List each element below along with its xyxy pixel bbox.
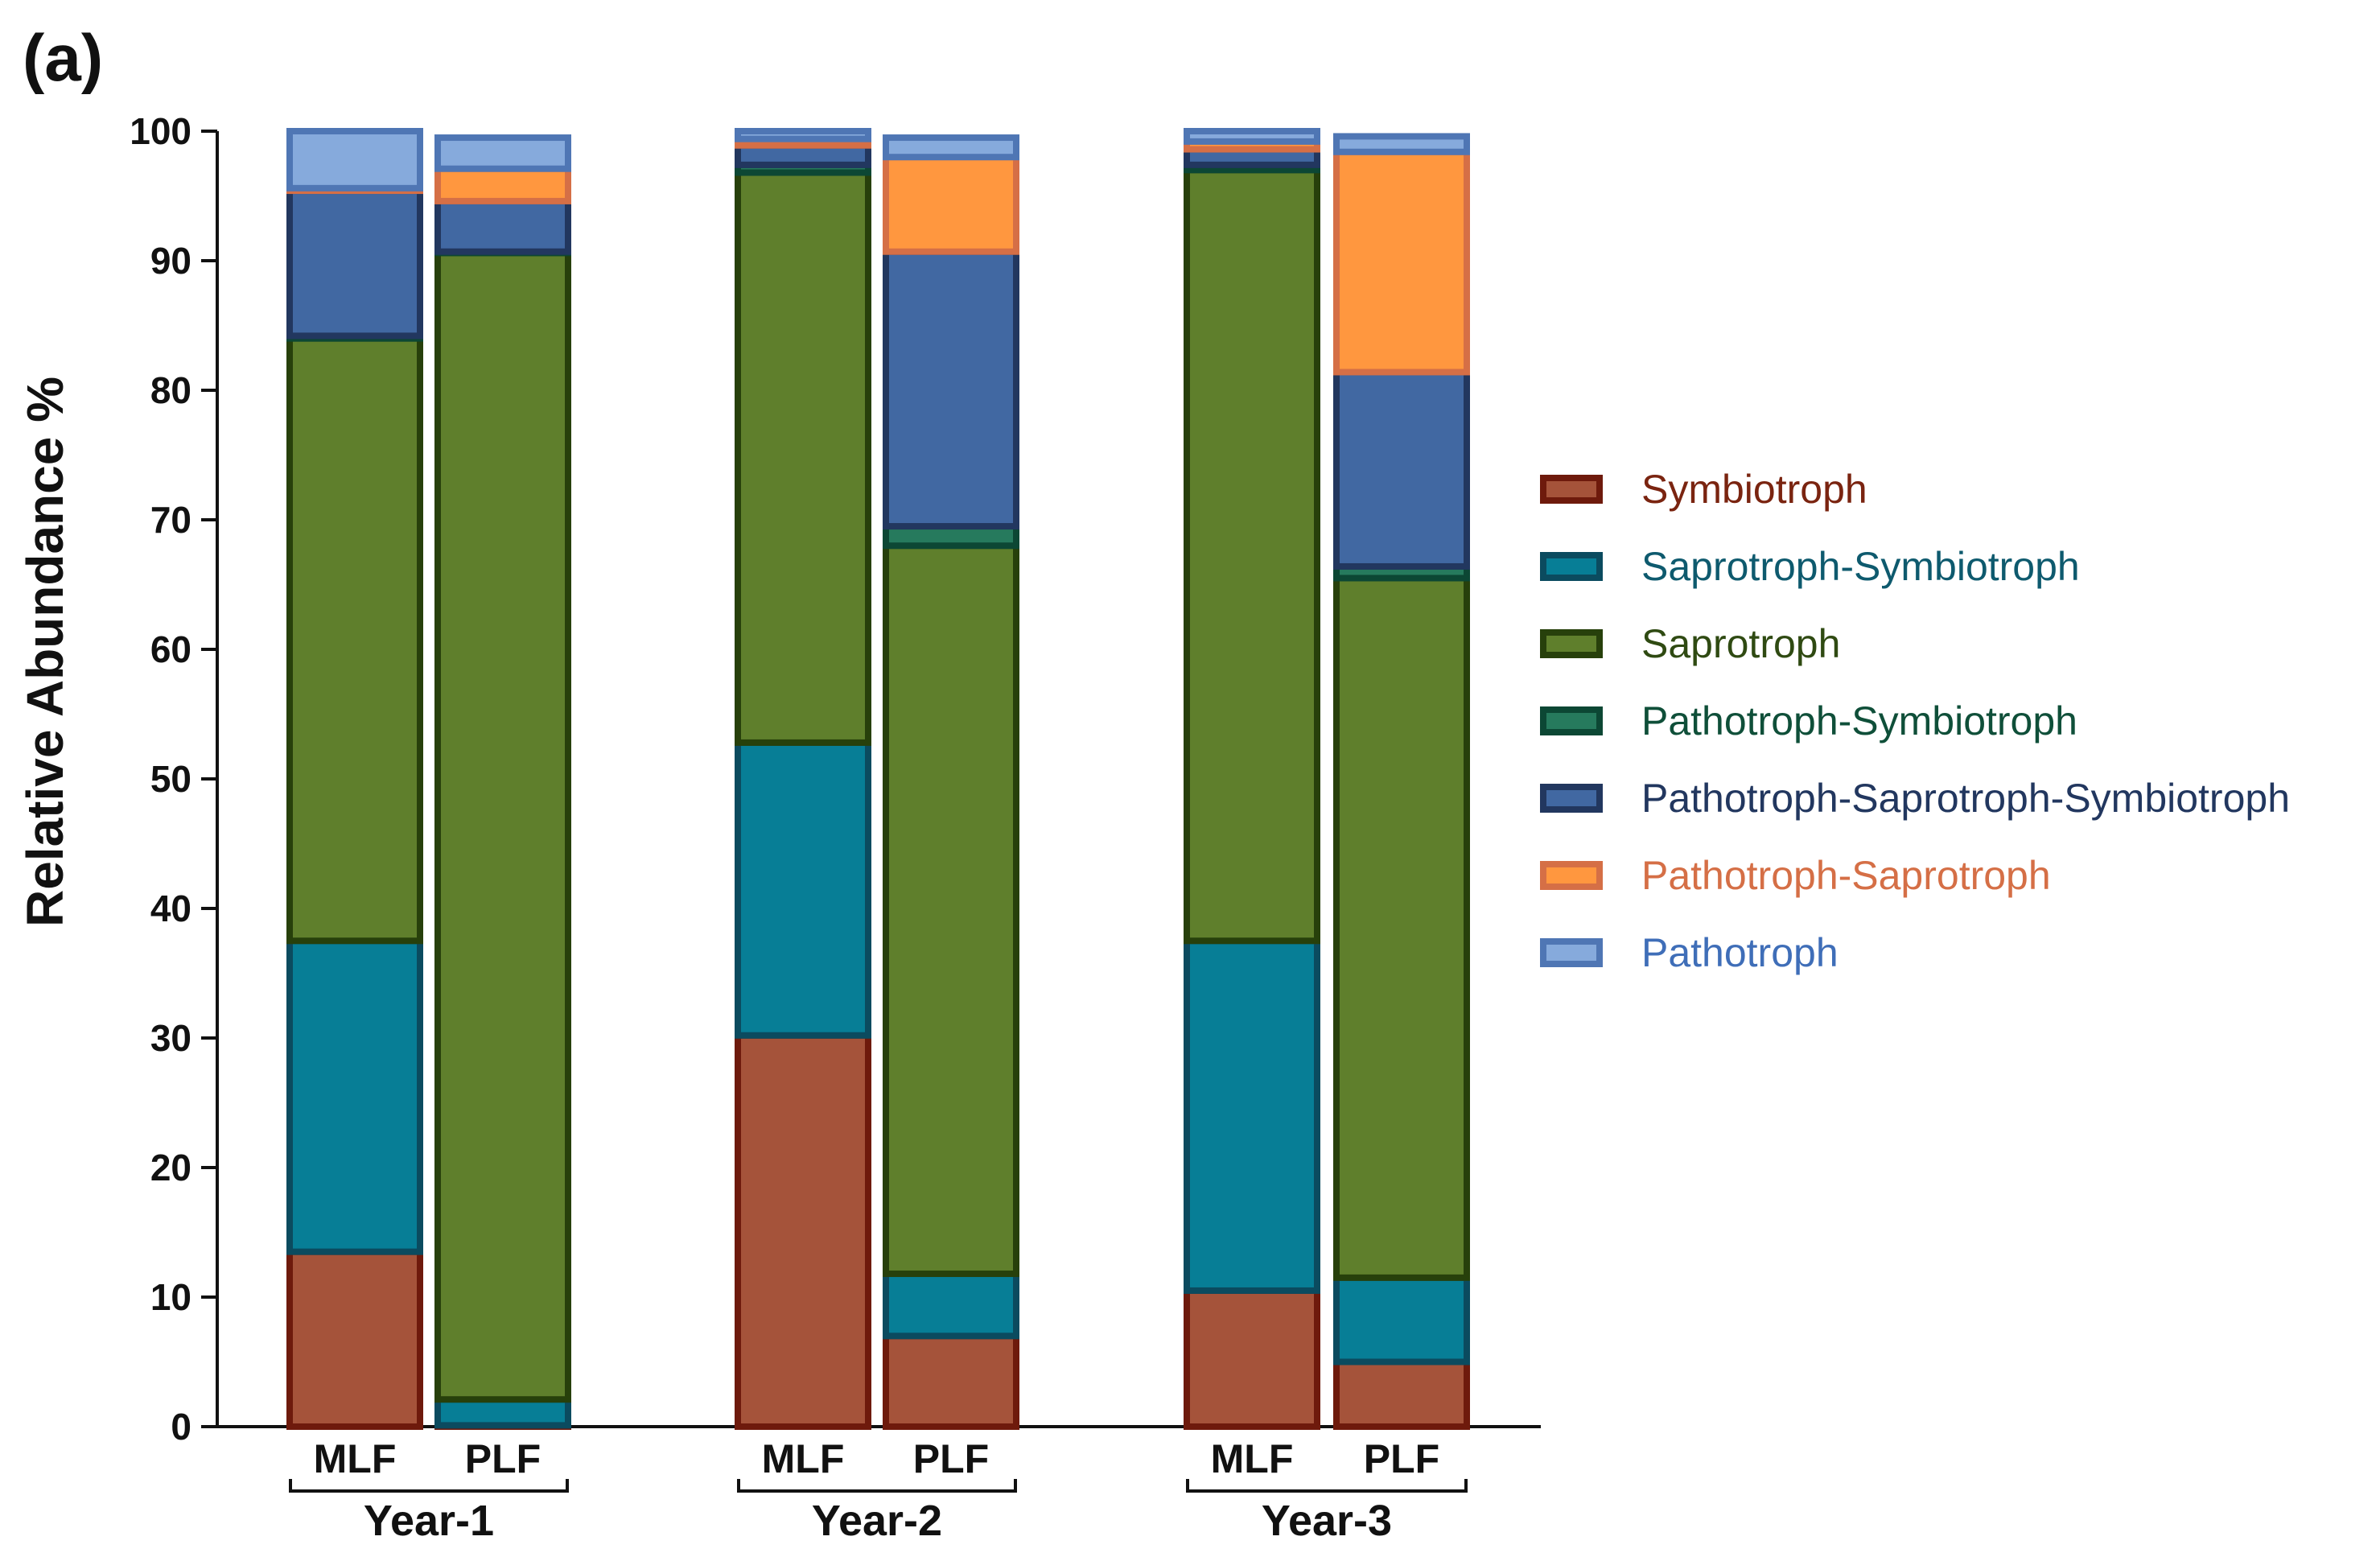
bar-stack xyxy=(1184,128,1320,1430)
bar-segment xyxy=(883,248,1019,530)
legend-swatch xyxy=(1540,938,1603,967)
legend-item: Saprotroph xyxy=(1540,621,1840,666)
bar-segment xyxy=(434,1396,571,1429)
bar-segment xyxy=(434,134,571,172)
bar-segment xyxy=(434,165,571,204)
legend-label: Pathotroph-Symbiotroph xyxy=(1641,698,2077,743)
bar-segment xyxy=(735,1032,871,1431)
bar-segment xyxy=(1333,575,1470,1281)
x-tick-label: MLF xyxy=(314,1436,397,1481)
bar-segment xyxy=(735,739,871,1039)
bar-segment xyxy=(434,249,571,1403)
legend-item: Pathotroph xyxy=(1540,930,1839,975)
x-tick-label: PLF xyxy=(913,1436,989,1481)
bar-segment xyxy=(1184,167,1320,945)
legend-item: Pathotroph-Saprotroph-Symbiotroph xyxy=(1540,776,2290,821)
legend-label: Saprotroph xyxy=(1641,621,1840,666)
bar-segment xyxy=(883,154,1019,255)
y-tick-label: 30 xyxy=(150,1017,191,1059)
y-tick-label: 90 xyxy=(150,240,191,282)
legend-swatch xyxy=(1540,475,1603,504)
bar-segment xyxy=(883,1271,1019,1340)
bar-stack xyxy=(1333,133,1470,1430)
legend-item: Symbiotroph xyxy=(1540,467,1867,512)
bar-segment xyxy=(735,128,871,142)
y-tick-label: 100 xyxy=(130,110,191,152)
bar-segment xyxy=(1184,937,1320,1294)
legend-label: Symbiotroph xyxy=(1641,467,1867,512)
legend-swatch xyxy=(1540,552,1603,581)
group-label: Year-2 xyxy=(812,1497,942,1545)
legend-swatch xyxy=(1540,706,1603,735)
bar-segment xyxy=(286,187,423,340)
legend-label: Pathotroph xyxy=(1641,930,1839,975)
x-tick-label: MLF xyxy=(1211,1436,1294,1481)
group-label: Year-1 xyxy=(364,1497,494,1545)
group-bracket xyxy=(737,1479,1017,1493)
bar-segment xyxy=(1184,1287,1320,1430)
y-tick-label: 70 xyxy=(150,499,191,541)
bar-segment xyxy=(1184,128,1320,145)
bar-segment xyxy=(1333,1358,1470,1430)
bar-stack xyxy=(434,134,571,1431)
y-tick-label: 50 xyxy=(150,758,191,800)
legend-item: Pathotroph-Symbiotroph xyxy=(1540,698,2077,743)
bar-segment xyxy=(883,1333,1019,1431)
bar-stack xyxy=(286,128,423,1431)
y-tick-label: 40 xyxy=(150,888,191,929)
x-tick-label: PLF xyxy=(1364,1436,1439,1481)
legend-label: Saprotroph-Symbiotroph xyxy=(1641,544,2080,589)
legend-label: Pathotroph-Saprotroph xyxy=(1641,853,2051,898)
bar-segment xyxy=(1333,148,1470,376)
bar-stack xyxy=(735,128,871,1431)
panel-label: (a) xyxy=(23,22,103,95)
y-tick-label: 0 xyxy=(171,1406,191,1448)
bar-segment xyxy=(286,1248,423,1431)
bar-segment xyxy=(883,134,1019,161)
bar-segment xyxy=(434,197,571,255)
group-label: Year-3 xyxy=(1262,1497,1392,1545)
bars xyxy=(286,128,1470,1431)
y-axis-title: Relative Abundance % xyxy=(16,377,74,927)
legend: Symbiotroph Saprotroph-Symbiotroph Saprotr… xyxy=(1540,467,2290,975)
bar-segment xyxy=(883,542,1019,1278)
bar-segment xyxy=(1333,369,1470,570)
axes: 0 10 20 30 40 50 60 70 80 90 100 xyxy=(130,110,1541,1448)
legend-item: Saprotroph-Symbiotroph xyxy=(1540,544,2080,589)
y-tick-label: 20 xyxy=(150,1147,191,1188)
bar-stack xyxy=(883,134,1019,1431)
x-tick-label: PLF xyxy=(465,1436,541,1481)
bar-segment xyxy=(735,169,871,746)
legend-label: Pathotroph-Saprotroph-Symbiotroph xyxy=(1641,776,2290,821)
y-tick-label: 60 xyxy=(150,628,191,670)
group-bracket xyxy=(289,1479,569,1493)
group-bracket xyxy=(1186,1479,1468,1493)
bar-segment xyxy=(286,937,423,1255)
legend-swatch xyxy=(1540,784,1603,813)
legend-swatch xyxy=(1540,861,1603,890)
y-tick-label: 80 xyxy=(150,369,191,411)
bar-segment xyxy=(1333,1274,1470,1365)
y-tick-label: 10 xyxy=(150,1276,191,1318)
bar-segment xyxy=(1333,133,1470,155)
x-tick-label: MLF xyxy=(762,1436,845,1481)
legend-item: Pathotroph-Saprotroph xyxy=(1540,853,2051,898)
legend-swatch xyxy=(1540,629,1603,658)
bar-segment xyxy=(286,335,423,945)
x-axis-labels: MLF PLF Year-1 MLF PLF Year-2 MLF PLF Year-3 xyxy=(289,1436,1468,1545)
bar-segment xyxy=(286,128,423,192)
